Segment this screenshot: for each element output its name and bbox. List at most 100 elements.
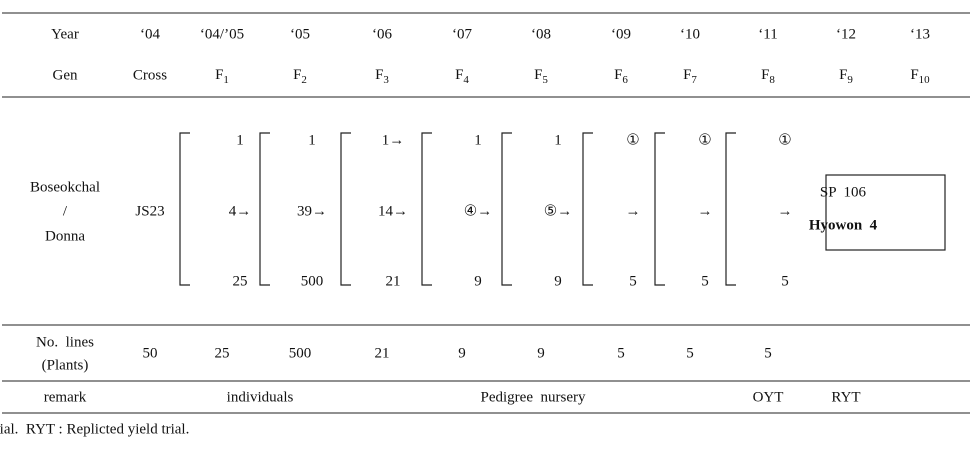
gen-sub: 10 (919, 74, 931, 86)
gen: Cross (133, 67, 167, 83)
gen-base: F (293, 67, 301, 83)
year: ‘11 (758, 26, 777, 42)
gen-sub: 1 (223, 74, 229, 86)
line-total: 500 (289, 345, 312, 361)
parent: / (63, 203, 68, 219)
bracket (340, 132, 351, 286)
line-count: → (626, 203, 641, 219)
row-label: remark (44, 389, 87, 405)
line-count: 1 (236, 132, 244, 148)
line-total: 9 (458, 345, 466, 361)
line-count: ⑤→ (544, 203, 572, 219)
year: ‘05 (290, 26, 310, 42)
line-count: 14→ (378, 203, 408, 219)
gen-base: F (375, 67, 383, 83)
gen: F5 (534, 67, 548, 85)
year: ‘06 (372, 26, 392, 42)
line-count: 9 (554, 273, 562, 289)
line-count: 500 (301, 273, 324, 289)
line-count: 1 (474, 132, 482, 148)
gen: F1 (215, 67, 229, 85)
bracket (501, 132, 512, 286)
gen: F4 (455, 67, 469, 85)
line-total: 25 (215, 345, 230, 361)
gen: F3 (375, 67, 389, 85)
year: ‘13 (910, 26, 930, 42)
line-count: → (698, 203, 713, 219)
bracket (582, 132, 593, 286)
gen: F2 (293, 67, 307, 85)
result: Hyowon 4 (809, 217, 878, 233)
line-count: ① (698, 132, 711, 148)
line-count: ① (626, 132, 639, 148)
gen-sub: 4 (463, 74, 469, 86)
gen: F10 (910, 67, 930, 85)
gen-sub: 5 (542, 74, 548, 86)
line-total: 50 (143, 345, 158, 361)
year: ‘07 (452, 26, 472, 42)
line-total: 5 (686, 345, 694, 361)
bracket (654, 132, 665, 286)
result: SP 106 (820, 184, 867, 200)
row-label: No. lines (36, 334, 94, 350)
line-count: 9 (474, 273, 482, 289)
bracket (421, 132, 432, 286)
gen-sub: 9 (847, 74, 853, 86)
year: ‘09 (611, 26, 631, 42)
gen: F6 (614, 67, 628, 85)
remark: OYT (753, 389, 784, 405)
line-count: ④→ (464, 203, 492, 219)
row-label: Year (51, 26, 79, 42)
parent: Donna (45, 228, 85, 244)
remark: RYT (831, 389, 860, 405)
line-count: 5 (701, 273, 709, 289)
year: ‘04/’05 (200, 26, 244, 42)
gen: F9 (839, 67, 853, 85)
gen-base: F (215, 67, 223, 83)
remark: Pedigree nursery (481, 389, 586, 405)
result-box (825, 174, 946, 251)
gen-base: F (455, 67, 463, 83)
line-count: → (778, 203, 793, 219)
gen-base: F (614, 67, 622, 83)
gen-base: F (761, 67, 769, 83)
footnote: OYT : Observational yield trial. RYT : R… (0, 421, 189, 437)
gen-base: F (683, 67, 691, 83)
line-count: ① (778, 132, 791, 148)
gen-sub: 6 (622, 74, 628, 86)
row-label: Gen (53, 67, 78, 83)
year: ‘04 (140, 26, 160, 42)
line-count: 39→ (297, 203, 327, 219)
gen-base: F (534, 67, 542, 83)
line-count: 1 (308, 132, 316, 148)
line-count: 5 (629, 273, 637, 289)
line-total: 5 (617, 345, 625, 361)
line-count: 1 (554, 132, 562, 148)
line-total: 9 (537, 345, 545, 361)
year: ‘08 (531, 26, 551, 42)
row-label: (Plants) (42, 357, 89, 373)
line-count: 1→ (382, 132, 405, 148)
line-count: 25 (233, 273, 248, 289)
bracket (179, 132, 190, 286)
gen-sub: 8 (769, 74, 775, 86)
gen-sub: 2 (301, 74, 307, 86)
gen-sub: 3 (383, 74, 389, 86)
line-total: 5 (764, 345, 772, 361)
gen-base: F (839, 67, 847, 83)
gen-sub: 7 (691, 74, 697, 86)
line-count: 5 (781, 273, 789, 289)
parent: Boseokchal (30, 179, 100, 195)
bracket (259, 132, 270, 286)
line-count: 21 (386, 273, 401, 289)
year: ‘12 (836, 26, 856, 42)
gen-base: F (910, 67, 918, 83)
bracket (725, 132, 736, 286)
remark: individuals (227, 389, 294, 405)
cross: JS23 (135, 203, 164, 219)
line-total: 21 (375, 345, 390, 361)
year: ‘10 (680, 26, 700, 42)
gen: F8 (761, 67, 775, 85)
line-count: 4→ (229, 203, 252, 219)
